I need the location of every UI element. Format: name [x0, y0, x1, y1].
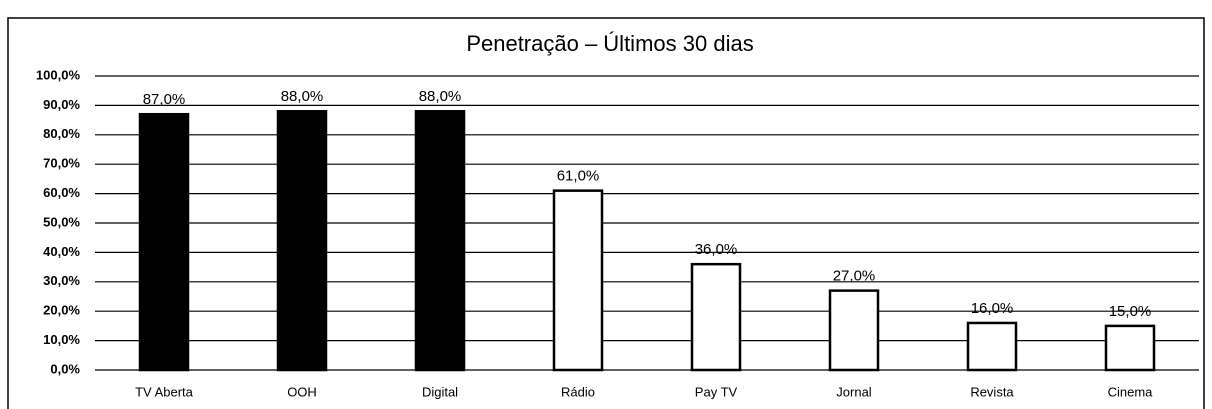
y-tick-label: 30,0%: [43, 273, 80, 288]
bar: [966, 321, 1018, 372]
x-tick-label: Jornal: [836, 384, 872, 399]
x-tick-label: Revista: [970, 384, 1014, 399]
value-label: 16,0%: [971, 300, 1014, 317]
bar: [276, 110, 328, 372]
bar: [828, 289, 880, 372]
y-tick-label: 70,0%: [43, 156, 80, 171]
y-tick-label: 0,0%: [50, 361, 80, 376]
x-tick-label: TV Aberta: [135, 384, 194, 399]
bar: [138, 112, 190, 372]
value-label: 27,0%: [833, 268, 876, 285]
bar: [552, 189, 604, 372]
bar: [690, 262, 742, 372]
x-tick-label: Cinema: [1108, 384, 1154, 399]
value-label: 87,0%: [143, 91, 186, 108]
y-tick-label: 60,0%: [43, 185, 80, 200]
y-tick-label: 50,0%: [43, 214, 80, 229]
x-tick-label: Rádio: [561, 384, 595, 399]
y-tick-label: 100,0%: [36, 67, 81, 82]
y-tick-label: 90,0%: [43, 97, 80, 112]
bar: [414, 110, 466, 372]
value-label: 15,0%: [1109, 303, 1152, 320]
value-label: 61,0%: [557, 168, 600, 185]
y-tick-label: 40,0%: [43, 244, 80, 259]
y-tick-label: 80,0%: [43, 126, 80, 141]
value-label: 36,0%: [695, 241, 738, 258]
x-tick-label: Pay TV: [695, 384, 738, 399]
chart-title: Penetração – Últimos 30 dias: [466, 31, 753, 56]
x-tick-label: Digital: [422, 384, 458, 399]
x-tick-label: OOH: [287, 384, 317, 399]
y-tick-label: 10,0%: [43, 332, 80, 347]
y-tick-label: 20,0%: [43, 303, 80, 318]
value-label: 88,0%: [419, 88, 462, 105]
bar: [1104, 324, 1156, 372]
value-label: 88,0%: [281, 88, 324, 105]
